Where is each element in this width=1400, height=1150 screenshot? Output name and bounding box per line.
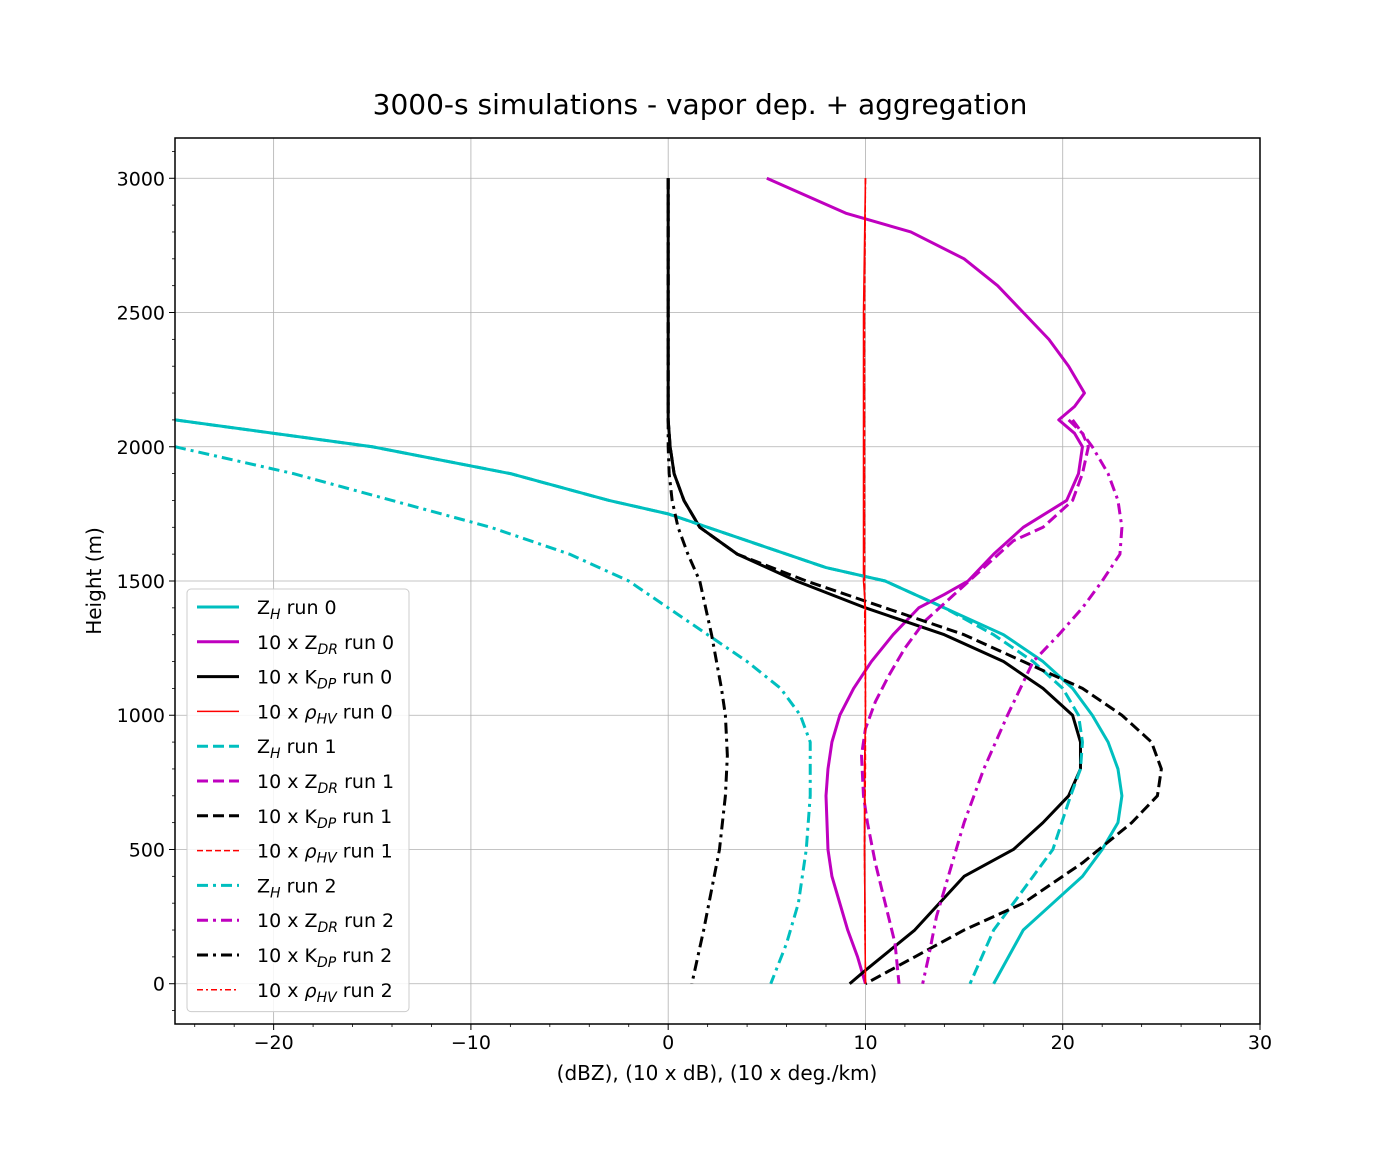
legend-label-subscript: DR <box>318 642 339 658</box>
legend-label-suffix: run 1 <box>337 841 393 863</box>
series-line-7 <box>666 178 1163 986</box>
legend-label-prefix: Z <box>257 736 270 758</box>
y-axis-label: Height (m) <box>82 527 106 635</box>
x-tick-labels: −20 −10 0 10 20 30 <box>254 1032 1273 1054</box>
y-tick-label: 1000 <box>117 705 165 727</box>
x-axis-label: (dBZ), (10 x dB), (10 x deg./km) <box>557 1061 878 1085</box>
legend-label-suffix: run 2 <box>338 910 394 932</box>
legend-label-suffix: run 2 <box>281 875 337 897</box>
series-line-9 <box>175 445 812 985</box>
legend-label-suffix: run 0 <box>336 667 392 689</box>
x-tick-label: 0 <box>662 1032 674 1054</box>
y-tick-label: 1500 <box>117 571 165 593</box>
series-line-3 <box>666 178 1082 985</box>
series-line-11 <box>666 178 729 985</box>
legend-label-subscript: DP <box>317 677 337 693</box>
legend-label-greek: ρ <box>305 841 317 863</box>
legend-label-subscript: H <box>270 746 281 762</box>
legend-entry-label: 10 x ρHV run 2 <box>257 980 393 1006</box>
legend-entry-label: 10 x ZDR run 0 <box>257 632 394 658</box>
legend-label-greek: ρ <box>305 980 317 1002</box>
y-tick-labels: 0 500 1000 1500 2000 2500 3000 <box>117 168 165 995</box>
axis-ticks <box>169 151 1261 1030</box>
legend-label-greek: ρ <box>305 701 317 723</box>
legend-label-subscript: HV <box>317 851 339 867</box>
series-lines <box>175 176 1163 986</box>
legend-label-subscript: DP <box>317 816 337 832</box>
legend-label-prefix: Z <box>257 875 270 897</box>
legend-label-suffix: run 0 <box>281 597 337 619</box>
legend-entry-label: 10 x KDP run 0 <box>257 667 392 693</box>
y-tick-label: 0 <box>153 974 165 996</box>
series-line-6 <box>860 418 1090 984</box>
y-tick-label: 2000 <box>117 437 165 459</box>
legend-label-prefix: 10 x Z <box>257 910 318 932</box>
legend-entry-label: 10 x ρHV run 1 <box>257 841 393 867</box>
legend-label-prefix: 10 x K <box>257 945 318 967</box>
legend-entry-label: 10 x KDP run 2 <box>257 945 392 971</box>
legend-label-prefix: 10 x Z <box>257 632 318 654</box>
legend-label-subscript: HV <box>317 711 339 727</box>
x-tick-label: 20 <box>1051 1032 1075 1054</box>
x-tick-label: 10 <box>853 1032 877 1054</box>
legend-entry-label: ZH run 2 <box>257 875 337 901</box>
series-line-2 <box>766 176 1086 985</box>
legend-label-suffix: run 1 <box>336 806 392 828</box>
legend-entry-label: ZH run 0 <box>257 597 337 623</box>
series-line-12 <box>863 178 867 984</box>
legend-label-prefix: 10 x K <box>257 806 318 828</box>
series-line-5 <box>175 418 1084 985</box>
series-line-10 <box>921 419 1124 985</box>
legend: ZH run 010 x ZDR run 010 x KDP run 010 x… <box>186 588 410 1013</box>
legend-entry-label: 10 x ρHV run 0 <box>257 701 393 727</box>
legend-label-prefix: 10 x <box>257 701 305 723</box>
legend-label-subscript: H <box>270 885 281 901</box>
legend-label-suffix: run 1 <box>338 771 394 793</box>
chart-title: 3000-s simulations - vapor dep. + aggreg… <box>373 88 1028 121</box>
legend-label-prefix: 10 x Z <box>257 771 318 793</box>
legend-label-subscript: DR <box>318 781 339 797</box>
legend-entry-label: 10 x KDP run 1 <box>257 806 392 832</box>
legend-label-prefix: 10 x <box>257 980 305 1002</box>
legend-label-subscript: DR <box>318 920 339 936</box>
legend-label-prefix: Z <box>257 597 270 619</box>
legend-label-suffix: run 0 <box>338 632 394 654</box>
legend-label-subscript: HV <box>317 990 339 1006</box>
legend-label-suffix: run 1 <box>281 736 337 758</box>
legend-label-suffix: run 2 <box>336 945 392 967</box>
x-tick-label: 30 <box>1248 1032 1272 1054</box>
legend-label-suffix: run 2 <box>337 980 393 1002</box>
legend-entry-label: 10 x ZDR run 2 <box>257 910 394 936</box>
y-tick-label: 500 <box>129 839 165 861</box>
legend-entry-label: ZH run 1 <box>257 736 337 762</box>
x-tick-label: −20 <box>254 1032 294 1054</box>
y-tick-label: 2500 <box>117 303 165 325</box>
y-tick-label: 3000 <box>117 168 165 190</box>
legend-entry-label: 10 x ZDR run 1 <box>257 771 394 797</box>
legend-frame <box>186 588 410 1013</box>
legend-label-suffix: run 0 <box>337 701 393 723</box>
legend-label-prefix: 10 x <box>257 841 305 863</box>
legend-label-subscript: DP <box>317 955 337 971</box>
x-tick-label: −10 <box>451 1032 491 1054</box>
legend-label-subscript: H <box>270 607 281 623</box>
legend-label-prefix: 10 x K <box>257 667 318 689</box>
